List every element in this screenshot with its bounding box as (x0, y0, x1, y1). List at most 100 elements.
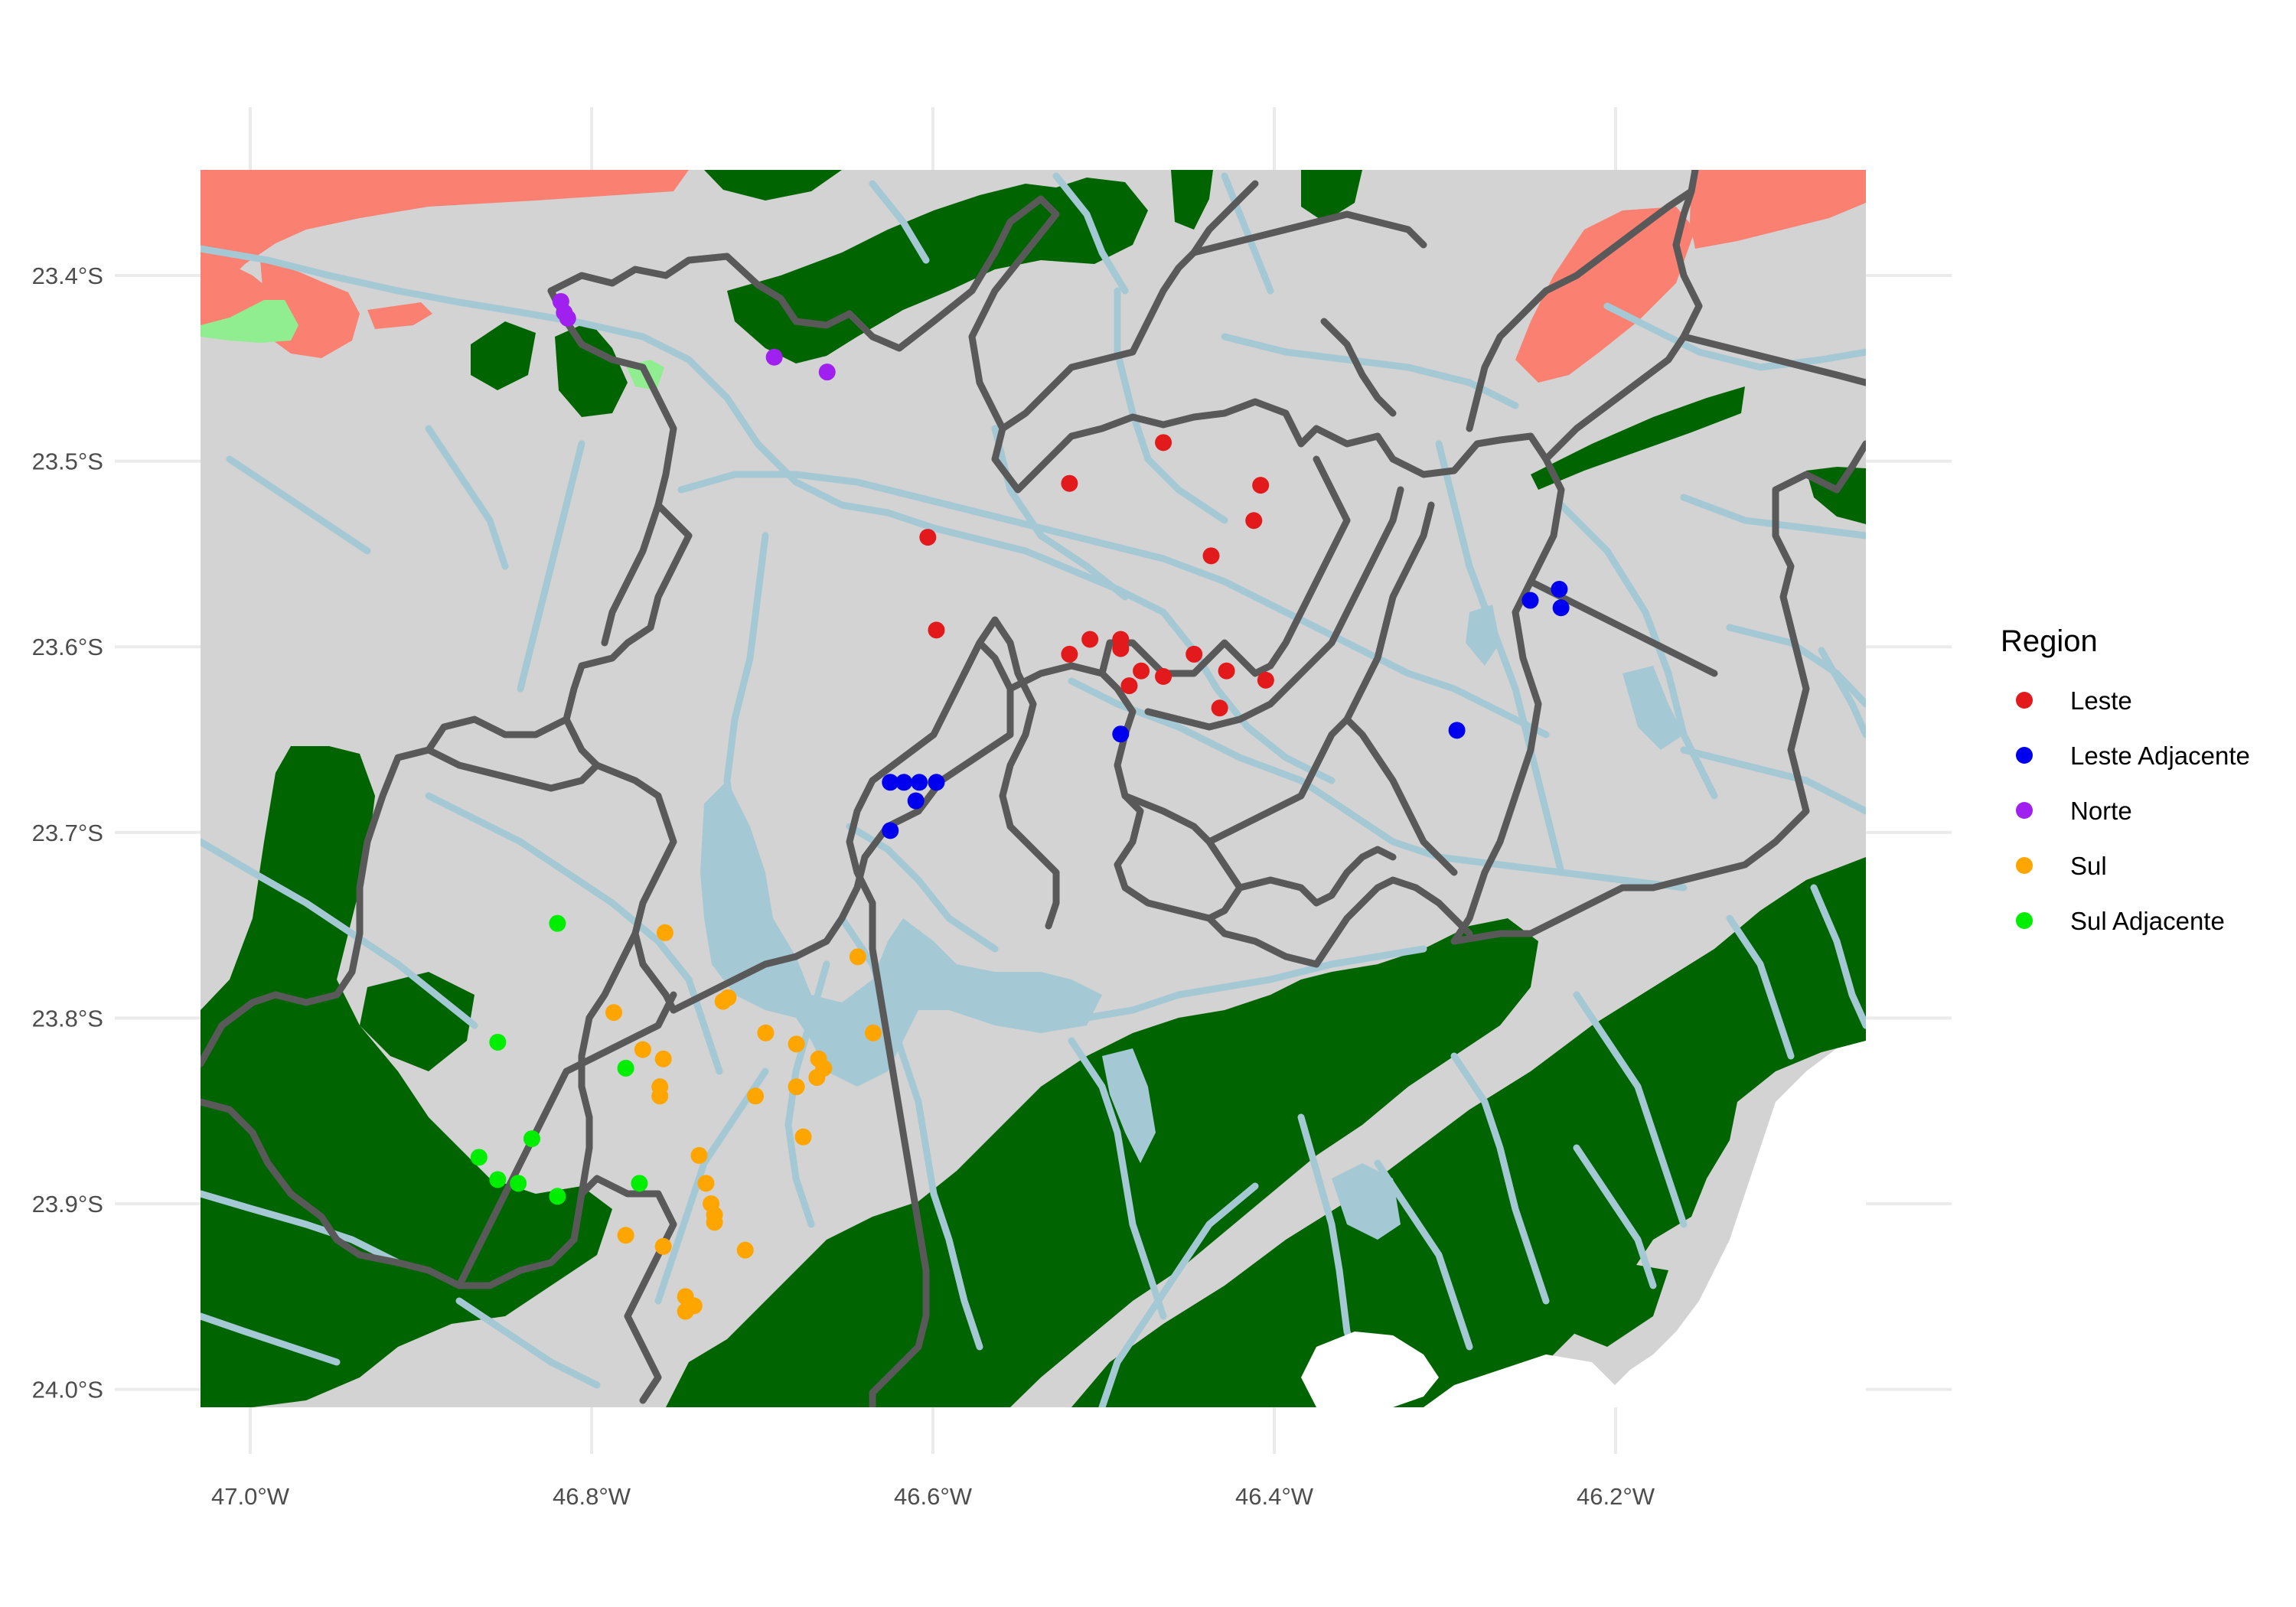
data-point (654, 1237, 672, 1255)
y-tick-label: 23.4°S (32, 262, 103, 289)
series-sul-adjacente (470, 914, 648, 1205)
data-point (1186, 645, 1203, 663)
data-point (1521, 592, 1539, 609)
data-point (714, 993, 732, 1010)
data-point (549, 1188, 566, 1205)
y-tick-label: 23.8°S (32, 1005, 103, 1032)
data-point (788, 1078, 805, 1096)
data-point (919, 529, 937, 546)
data-point (788, 1035, 805, 1053)
data-point (1112, 640, 1130, 657)
y-tick-label: 23.5°S (32, 448, 103, 475)
data-point (928, 621, 945, 639)
data-point (1218, 662, 1235, 680)
map-panel (201, 170, 1866, 1407)
data-point (489, 1033, 507, 1051)
data-point (470, 1149, 488, 1166)
x-tick-label: 46.2°W (1577, 1483, 1655, 1510)
data-point (690, 1146, 708, 1164)
data-point (1120, 677, 1138, 695)
data-point (1061, 474, 1078, 492)
data-point (1155, 434, 1172, 451)
y-tick-label: 24.0°S (32, 1377, 103, 1403)
legend-key (2016, 692, 2033, 709)
legend-key (2016, 747, 2033, 764)
data-point (1257, 671, 1274, 689)
data-point (808, 1069, 826, 1087)
y-tick-label: 23.6°S (32, 634, 103, 660)
data-point (1061, 645, 1078, 663)
data-point (1552, 599, 1570, 617)
data-point (1252, 477, 1270, 494)
x-axis-ticks: 47.0°W 46.8°W 46.6°W 46.4°W 46.2°W (211, 1483, 1655, 1510)
legend-label: Leste Adjacente (2070, 742, 2250, 770)
legend-title: Region (2001, 624, 2098, 658)
data-point (1155, 668, 1172, 686)
x-tick-label: 46.8°W (553, 1483, 631, 1510)
data-point (489, 1171, 507, 1188)
sea-inlet (1301, 1332, 1439, 1407)
data-point (559, 309, 576, 327)
data-point (849, 948, 866, 966)
data-point (736, 1241, 754, 1259)
data-point (794, 1128, 812, 1146)
data-point (1245, 512, 1263, 530)
y-tick-label: 23.7°S (32, 820, 103, 846)
data-point (1211, 699, 1228, 717)
data-point (510, 1175, 527, 1192)
series-leste-adjacente (882, 580, 1570, 839)
data-point (677, 1302, 694, 1320)
data-point (1551, 580, 1568, 598)
legend-label: Norte (2070, 797, 2132, 825)
data-point (651, 1087, 669, 1105)
data-point (882, 774, 899, 791)
data-point (617, 1059, 634, 1077)
data-point (549, 914, 566, 932)
x-tick-label: 47.0°W (211, 1483, 290, 1510)
data-point (907, 792, 925, 810)
data-point (928, 774, 945, 791)
data-point (757, 1024, 775, 1041)
x-tick-label: 46.6°W (894, 1483, 973, 1510)
data-point (523, 1130, 540, 1148)
boundaries (201, 170, 1866, 1407)
y-axis-ticks: 23.4°S 23.5°S 23.6°S 23.7°S 23.8°S 23.9°S 24.0… (32, 262, 103, 1403)
sea-area (1424, 1041, 1866, 1407)
data-point (1202, 547, 1220, 565)
series-sul (605, 924, 882, 1320)
data-point (747, 1087, 765, 1105)
data-point (605, 1004, 622, 1022)
data-point (634, 1041, 651, 1058)
data-point (1133, 662, 1150, 680)
legend-label: Sul Adjacente (2070, 907, 2225, 935)
reservoirs (700, 605, 1684, 1240)
data-points (470, 292, 1570, 1320)
series-norte (552, 292, 836, 381)
data-point (765, 348, 783, 366)
data-point (631, 1175, 648, 1192)
data-point (882, 822, 899, 839)
legend-key (2016, 857, 2033, 874)
legend: Region Leste Leste Adjacente Norte Sul Sul A… (2001, 624, 2250, 935)
data-point (697, 1175, 715, 1192)
legend-items: Leste Leste Adjacente Norte Sul Sul Adjacent… (2016, 686, 2250, 935)
data-point (1081, 631, 1099, 648)
x-tick-label: 46.4°W (1235, 1483, 1314, 1510)
y-tick-label: 23.9°S (32, 1191, 103, 1217)
data-point (818, 363, 836, 381)
data-point (1448, 722, 1466, 739)
legend-label: Sul (2070, 852, 2107, 880)
data-point (706, 1214, 723, 1231)
data-point (911, 774, 928, 791)
forest-patches (201, 170, 1866, 1407)
legend-key (2016, 912, 2033, 929)
data-point (895, 774, 913, 791)
data-point (656, 924, 673, 941)
data-point (654, 1050, 672, 1068)
legend-label: Leste (2070, 686, 2132, 715)
series-leste (919, 434, 1274, 717)
legend-key (2016, 802, 2033, 819)
data-point (864, 1024, 882, 1041)
data-point (1112, 725, 1130, 743)
